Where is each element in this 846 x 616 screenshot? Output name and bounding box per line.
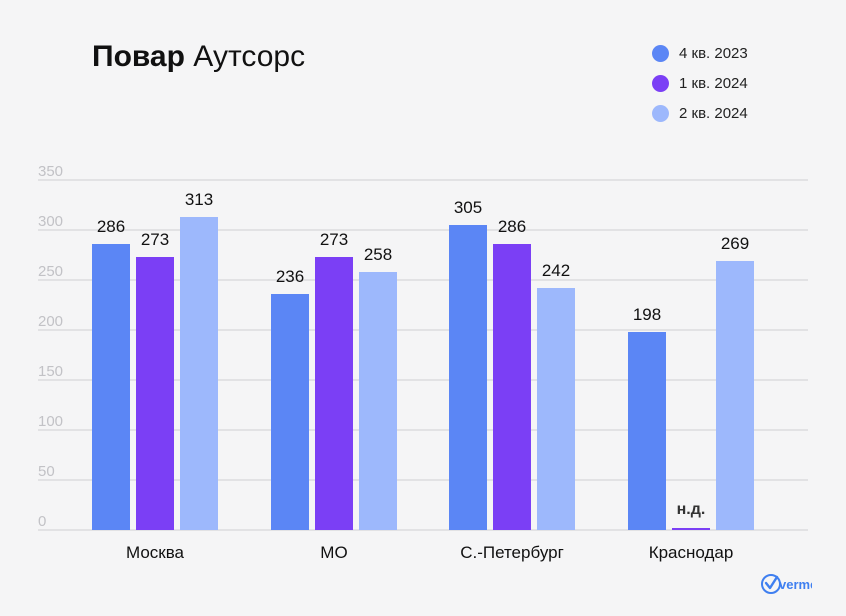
- x-tick-label: Москва: [126, 543, 185, 562]
- legend-label: 1 кв. 2024: [679, 74, 748, 92]
- bar: [92, 244, 130, 530]
- legend-item-1: 1 кв. 2024: [652, 68, 748, 98]
- bar-missing: [672, 528, 710, 530]
- logo-text: verme: [779, 577, 812, 592]
- legend-item-0: 4 кв. 2023: [652, 38, 748, 68]
- x-tick-label: Краснодар: [649, 543, 734, 562]
- verme-logo: verme: [761, 574, 812, 594]
- y-tick-label: 300: [38, 213, 63, 230]
- legend-item-2: 2 кв. 2024: [652, 98, 748, 128]
- bar: [493, 244, 531, 530]
- bar: [449, 225, 487, 530]
- y-tick-label: 100: [38, 413, 63, 430]
- y-tick-label: 350: [38, 163, 63, 180]
- data-label: 273: [141, 230, 169, 249]
- legend-label: 2 кв. 2024: [679, 104, 748, 122]
- chart-title-bold: Повар: [92, 40, 185, 73]
- chart-title: Повар Аутсорс: [92, 40, 305, 74]
- y-tick-label: 50: [38, 463, 55, 480]
- y-tick-label: 250: [38, 263, 63, 280]
- legend-swatch: [652, 44, 669, 62]
- bar: [628, 332, 666, 530]
- y-tick-label: 200: [38, 313, 63, 330]
- bar: [315, 257, 353, 530]
- legend-swatch: [652, 104, 669, 122]
- bar: [716, 261, 754, 530]
- legend-swatch: [652, 74, 669, 92]
- legend-label: 4 кв. 2023: [679, 44, 748, 62]
- y-tick-label: 150: [38, 363, 63, 380]
- y-tick-label: 0: [38, 513, 46, 530]
- data-label: 286: [498, 217, 526, 236]
- x-tick-label: МО: [320, 543, 347, 562]
- data-label: н.д.: [677, 501, 706, 518]
- bar: [136, 257, 174, 530]
- data-label: 269: [721, 234, 749, 253]
- data-label: 286: [97, 217, 125, 236]
- bar: [180, 217, 218, 530]
- chart-legend: 4 кв. 2023 1 кв. 2024 2 кв. 2024: [652, 38, 748, 128]
- data-label: 313: [185, 190, 213, 209]
- x-tick-label: С.-Петербург: [460, 543, 564, 562]
- bar: [359, 272, 397, 530]
- chart-title-regular: Аутсорс: [193, 40, 306, 73]
- data-label: 198: [633, 305, 661, 324]
- data-label: 258: [364, 245, 392, 264]
- data-label: 236: [276, 267, 304, 286]
- data-label: 242: [542, 261, 570, 280]
- bar: [271, 294, 309, 530]
- data-label: 305: [454, 198, 482, 217]
- bar: [537, 288, 575, 530]
- data-label: 273: [320, 230, 348, 249]
